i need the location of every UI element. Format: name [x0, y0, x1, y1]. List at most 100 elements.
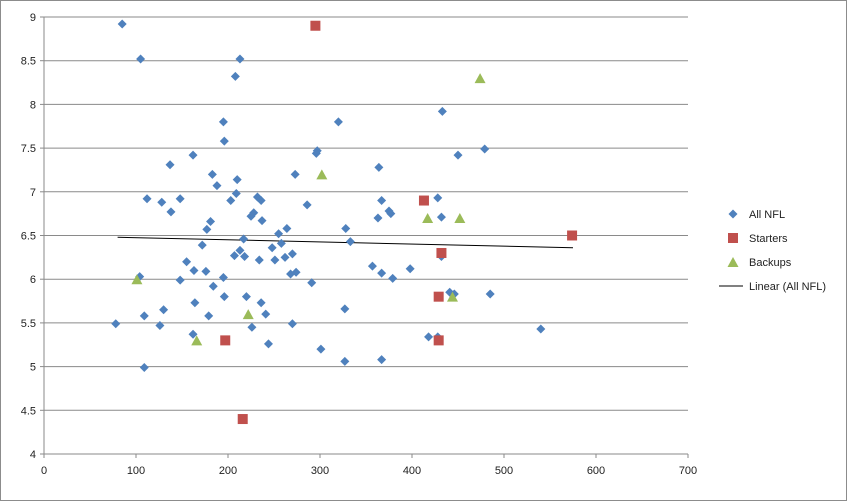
point-all-nfl-48	[240, 251, 250, 261]
y-tick-label-8.5: 8.5	[21, 56, 36, 68]
point-all-nfl-58	[189, 265, 199, 275]
point-all-nfl-33	[386, 209, 396, 219]
trendline	[117, 236, 574, 249]
point-all-nfl-74	[256, 298, 266, 308]
point-all-nfl-79	[261, 309, 271, 319]
x-tick-label-0: 0	[41, 465, 47, 477]
point-all-nfl-87	[424, 332, 434, 342]
point-all-nfl-43	[345, 237, 355, 247]
y-tick-label-4: 4	[30, 449, 36, 461]
point-all-nfl-13	[165, 160, 175, 170]
point-all-nfl-71	[485, 289, 495, 299]
point-backups-1	[316, 169, 328, 180]
point-all-nfl-9	[311, 148, 321, 158]
point-all-nfl-84	[247, 322, 257, 332]
point-all-nfl-5	[333, 117, 343, 127]
point-backups-5	[446, 291, 458, 302]
x-tick-label-300: 300	[311, 465, 329, 477]
x-tick-label-500: 500	[495, 465, 513, 477]
point-all-nfl-17	[232, 175, 242, 185]
point-all-nfl-45	[276, 238, 286, 248]
point-starters-1	[418, 195, 429, 206]
x-tick-label-700: 700	[679, 465, 697, 477]
y-tick-label-7.5: 7.5	[21, 143, 36, 155]
point-all-nfl-47	[267, 243, 277, 253]
point-all-nfl-26	[377, 196, 387, 206]
point-all-nfl-1	[136, 54, 146, 64]
legend: All NFL Starters Backups Linear (All NFL)	[719, 209, 826, 293]
point-all-nfl-65	[218, 272, 228, 282]
point-all-nfl-27	[433, 193, 443, 203]
x-tick-label-400: 400	[403, 465, 421, 477]
legend-label-backups: Backups	[749, 257, 792, 269]
point-all-nfl-19	[231, 189, 241, 199]
point-all-nfl-86	[188, 329, 198, 339]
point-all-nfl-20	[142, 194, 152, 204]
point-all-nfl-31	[246, 211, 256, 221]
x-tick-label-600: 600	[587, 465, 605, 477]
y-tick-label-4.5: 4.5	[21, 405, 36, 417]
point-all-nfl-55	[182, 257, 192, 267]
point-all-nfl-42	[274, 229, 284, 239]
point-backups-2	[422, 213, 434, 224]
point-all-nfl-6	[437, 106, 447, 116]
series-all-nfl	[111, 19, 546, 372]
point-backups-4	[131, 274, 143, 285]
point-all-nfl-75	[190, 298, 200, 308]
point-all-nfl-90	[316, 344, 326, 354]
point-all-nfl-15	[207, 169, 217, 179]
point-all-nfl-59	[201, 266, 211, 276]
point-all-nfl-41	[239, 234, 249, 244]
point-backups-3	[454, 213, 466, 224]
legend-label-trendline: Linear (All NFL)	[749, 281, 826, 293]
point-all-nfl-93	[139, 362, 149, 372]
point-all-nfl-54	[270, 255, 280, 265]
point-all-nfl-92	[340, 356, 350, 366]
y-tick-label-5.5: 5.5	[21, 318, 36, 330]
point-all-nfl-72	[241, 292, 251, 302]
point-backups-6	[242, 309, 254, 320]
point-all-nfl-77	[340, 304, 350, 314]
legend-marker-backups	[727, 257, 739, 267]
point-all-nfl-11	[453, 150, 463, 160]
point-starters-2	[567, 230, 578, 241]
point-all-nfl-44	[197, 240, 207, 250]
legend-label-all-nfl: All NFL	[749, 209, 785, 221]
x-tick-label-100: 100	[127, 465, 145, 477]
point-backups-0	[474, 73, 486, 84]
point-all-nfl-78	[204, 311, 214, 321]
point-all-nfl-49	[280, 252, 290, 262]
point-starters-3	[436, 247, 447, 258]
point-all-nfl-64	[175, 275, 185, 285]
point-all-nfl-22	[175, 194, 185, 204]
point-all-nfl-62	[377, 268, 387, 278]
point-all-nfl-36	[206, 217, 216, 227]
point-all-nfl-12	[188, 150, 198, 160]
y-tick-label-5: 5	[30, 362, 36, 374]
point-all-nfl-35	[436, 212, 446, 222]
point-all-nfl-91	[377, 355, 387, 365]
point-all-nfl-61	[286, 269, 296, 279]
point-all-nfl-46	[235, 245, 245, 255]
point-all-nfl-4	[218, 117, 228, 127]
point-all-nfl-3	[230, 71, 240, 81]
point-all-nfl-34	[373, 213, 383, 223]
point-all-nfl-16	[290, 169, 300, 179]
point-all-nfl-2	[235, 54, 245, 64]
point-all-nfl-52	[229, 251, 239, 261]
point-starters-4	[433, 291, 444, 302]
point-all-nfl-14	[374, 162, 384, 172]
point-all-nfl-57	[405, 264, 415, 274]
point-backups-7	[191, 335, 203, 346]
point-starters-0	[310, 20, 321, 31]
y-tick-label-6: 6	[30, 274, 36, 286]
y-tick-label-7: 7	[30, 187, 36, 199]
point-all-nfl-0	[117, 19, 127, 29]
point-all-nfl-38	[202, 224, 212, 234]
point-all-nfl-66	[388, 273, 398, 283]
point-all-nfl-50	[287, 249, 297, 259]
point-all-nfl-53	[254, 255, 264, 265]
point-all-nfl-37	[257, 216, 267, 226]
